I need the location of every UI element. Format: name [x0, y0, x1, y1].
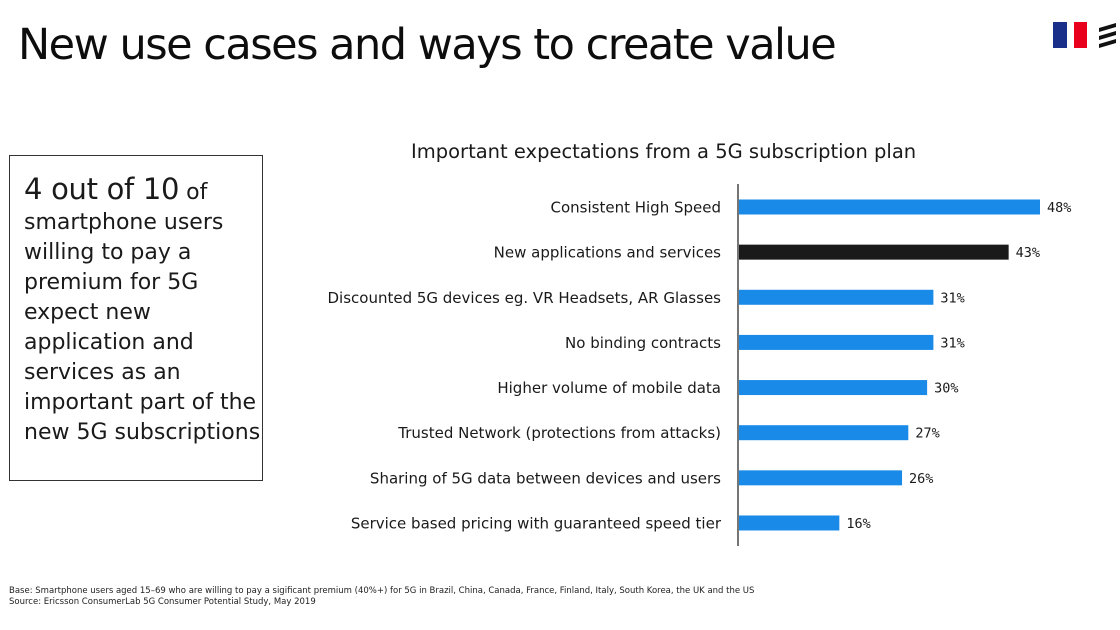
callout-headline-line: 4 out of 10 of [24, 174, 262, 208]
france-flag-icon [1053, 22, 1095, 48]
callout-line: expect new [24, 300, 151, 325]
footnote: Base: Smartphone users aged 15–69 who ar… [9, 586, 754, 608]
callout-line: new 5G subscriptions [24, 420, 261, 445]
callout-line: application and [24, 330, 194, 355]
callout-line: services as an [24, 360, 181, 385]
flag-stripe-blue [1053, 22, 1067, 48]
data-label: 27% [915, 426, 939, 442]
callout-line: willing to pay a [24, 240, 192, 265]
flag-stripe-red [1074, 22, 1087, 48]
footnote-source: Source: Ericsson ConsumerLab 5G Consumer… [9, 597, 316, 607]
bar [739, 244, 1009, 260]
data-label: 31% [940, 290, 964, 306]
data-label: 26% [909, 471, 933, 487]
data-label: 31% [940, 335, 964, 351]
data-label: 48% [1047, 200, 1071, 216]
bar [739, 470, 903, 486]
ericsson-logo-icon [1099, 23, 1116, 48]
callout-headline-suffix: of [186, 180, 208, 205]
category-label: Service based pricing with guaranteed sp… [351, 514, 722, 532]
flag-stripe-white [1067, 22, 1074, 48]
category-label: No binding contracts [565, 334, 721, 352]
callout-line: smartphone users [24, 210, 224, 235]
callout-line: premium for 5G [24, 270, 199, 295]
bar [739, 289, 934, 305]
callout-line: important part of the [24, 390, 257, 415]
bar [739, 334, 934, 350]
footnote-base: Base: Smartphone users aged 15–69 who ar… [9, 586, 755, 596]
data-label: 16% [846, 516, 870, 532]
category-label: Higher volume of mobile data [497, 379, 721, 397]
callout-headline: 4 out of 10 [24, 172, 180, 206]
category-label: New applications and services [494, 244, 722, 262]
bar [739, 380, 928, 396]
category-label: Trusted Network (protections from attack… [397, 424, 721, 442]
category-label: Discounted 5G devices eg. VR Headsets, A… [327, 289, 721, 307]
category-label: Sharing of 5G data between devices and u… [370, 469, 721, 487]
data-label: 43% [1016, 245, 1040, 261]
bar [739, 199, 1040, 215]
chart-title: Important expectations from a 5G subscri… [411, 140, 917, 163]
bar [739, 515, 840, 531]
page-title: New use cases and ways to create value [18, 20, 837, 70]
category-label: Consistent High Speed [551, 199, 722, 217]
data-label: 30% [934, 381, 958, 397]
callout-box: 4 out of 10 of smartphone users willing … [9, 155, 263, 481]
bar [739, 425, 909, 441]
